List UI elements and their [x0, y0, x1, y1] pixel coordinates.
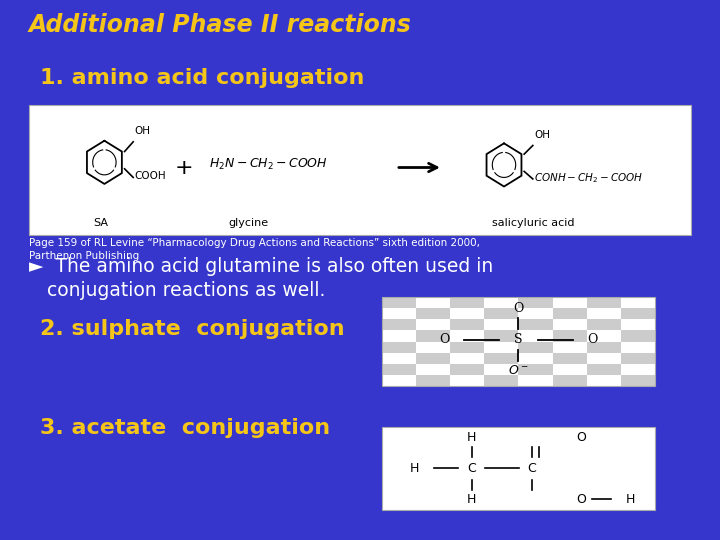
Bar: [553, 375, 587, 386]
Text: $O^-$: $O^-$: [508, 364, 528, 377]
Bar: [416, 308, 450, 319]
Bar: [587, 308, 621, 319]
Bar: [553, 364, 587, 375]
Text: H: H: [626, 493, 635, 506]
Bar: [518, 330, 552, 342]
Bar: [518, 308, 552, 319]
Bar: [621, 297, 655, 308]
Text: Additional Phase II reactions: Additional Phase II reactions: [29, 14, 412, 37]
Bar: [587, 353, 621, 364]
Bar: [621, 375, 655, 386]
Text: H: H: [467, 431, 477, 444]
Bar: [485, 319, 518, 330]
Text: H: H: [410, 462, 419, 475]
Bar: [29, 105, 691, 235]
Bar: [621, 353, 655, 364]
Bar: [553, 342, 587, 353]
Bar: [416, 330, 450, 342]
Bar: [416, 319, 450, 330]
Text: $CONH-CH_2-COOH$: $CONH-CH_2-COOH$: [534, 171, 644, 185]
Bar: [450, 308, 484, 319]
Bar: [485, 375, 518, 386]
Bar: [518, 375, 552, 386]
Bar: [485, 330, 518, 342]
Bar: [416, 342, 450, 353]
Bar: [382, 353, 416, 364]
Text: 2. sulphate  conjugation: 2. sulphate conjugation: [40, 319, 344, 339]
Bar: [587, 319, 621, 330]
Bar: [553, 319, 587, 330]
Bar: [450, 319, 484, 330]
Bar: [416, 375, 450, 386]
Text: H: H: [467, 493, 477, 506]
Bar: [450, 330, 484, 342]
Bar: [621, 319, 655, 330]
Bar: [382, 342, 416, 353]
Text: C: C: [467, 462, 476, 475]
Bar: [450, 353, 484, 364]
Bar: [518, 342, 552, 353]
Bar: [450, 297, 484, 308]
Bar: [450, 342, 484, 353]
Bar: [621, 342, 655, 353]
Bar: [382, 297, 416, 308]
Text: S: S: [514, 333, 523, 346]
Text: ►  The amino acid glutamine is also often used in: ► The amino acid glutamine is also often…: [29, 256, 493, 275]
Bar: [485, 308, 518, 319]
Text: O: O: [587, 333, 598, 346]
Text: Page 159 of RL Levine “Pharmacology Drug Actions and Reactions” sixth edition 20: Page 159 of RL Levine “Pharmacology Drug…: [29, 238, 480, 261]
Bar: [485, 342, 518, 353]
Bar: [587, 330, 621, 342]
Text: O: O: [577, 493, 586, 506]
Bar: [553, 330, 587, 342]
Text: conjugation reactions as well.: conjugation reactions as well.: [29, 281, 325, 300]
Text: $H_2N-CH_2-COOH$: $H_2N-CH_2-COOH$: [209, 157, 328, 172]
Bar: [382, 319, 416, 330]
Text: SA: SA: [94, 218, 109, 228]
Bar: [450, 364, 484, 375]
Bar: [587, 375, 621, 386]
Text: COOH: COOH: [135, 171, 166, 181]
Bar: [553, 308, 587, 319]
Text: salicyluric acid: salicyluric acid: [492, 218, 574, 228]
Text: O: O: [513, 302, 523, 315]
Bar: [518, 353, 552, 364]
Bar: [416, 364, 450, 375]
Text: 3. acetate  conjugation: 3. acetate conjugation: [40, 418, 330, 438]
Text: OH: OH: [534, 130, 550, 140]
Bar: [450, 375, 484, 386]
Bar: [485, 353, 518, 364]
Bar: [382, 375, 416, 386]
Bar: [416, 297, 450, 308]
Bar: [621, 308, 655, 319]
Bar: [518, 364, 552, 375]
Bar: [587, 297, 621, 308]
Text: +: +: [174, 158, 193, 178]
Bar: [485, 297, 518, 308]
Bar: [382, 308, 416, 319]
Text: O: O: [439, 333, 450, 346]
Bar: [382, 427, 655, 510]
Bar: [518, 319, 552, 330]
Bar: [382, 364, 416, 375]
Bar: [518, 297, 552, 308]
Bar: [553, 353, 587, 364]
Bar: [416, 353, 450, 364]
Bar: [485, 364, 518, 375]
Text: OH: OH: [135, 126, 150, 137]
Bar: [382, 330, 416, 342]
Text: C: C: [528, 462, 536, 475]
Text: O: O: [577, 431, 586, 444]
Bar: [587, 342, 621, 353]
Bar: [621, 364, 655, 375]
Text: glycine: glycine: [228, 218, 269, 228]
Bar: [621, 330, 655, 342]
Bar: [382, 297, 655, 386]
Bar: [587, 364, 621, 375]
Bar: [553, 297, 587, 308]
Text: 1. amino acid conjugation: 1. amino acid conjugation: [40, 68, 364, 87]
